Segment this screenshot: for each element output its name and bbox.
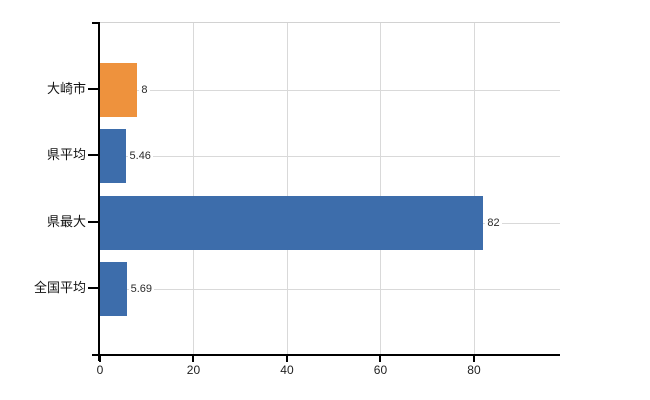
x-axis-tick bbox=[192, 356, 195, 362]
gridline-vertical bbox=[380, 23, 382, 356]
x-axis-tick bbox=[99, 356, 101, 362]
x-tick-label: 40 bbox=[280, 363, 294, 377]
gridline-vertical bbox=[286, 23, 288, 356]
bar-value-label: 5.46 bbox=[127, 149, 153, 164]
x-tick-label: 80 bbox=[467, 363, 481, 377]
gridline-horizontal bbox=[100, 90, 560, 91]
bar bbox=[100, 129, 126, 184]
y-axis-tick bbox=[88, 154, 100, 157]
x-axis-line bbox=[92, 354, 560, 356]
y-axis-line bbox=[98, 22, 100, 361]
y-axis-tick bbox=[88, 286, 100, 289]
bar bbox=[100, 195, 484, 250]
bar-value-label: 8 bbox=[139, 83, 150, 97]
x-tick-label: 20 bbox=[186, 363, 201, 377]
gridline-vertical bbox=[473, 23, 475, 356]
x-axis-tick bbox=[472, 356, 475, 362]
x-axis-tick bbox=[285, 356, 288, 362]
plot-area: 8 5.46 82 5.69 bbox=[100, 22, 560, 356]
category-label: 全国平均 bbox=[33, 279, 86, 295]
y-axis-tick bbox=[88, 88, 100, 90]
bar-value-label: 5.69 bbox=[128, 281, 155, 296]
bar bbox=[100, 63, 138, 117]
y-axis-top-tick bbox=[92, 22, 100, 24]
gridline-horizontal bbox=[100, 156, 560, 158]
x-tick-label: 60 bbox=[373, 363, 388, 377]
gridline-horizontal bbox=[100, 288, 560, 290]
y-axis-tick bbox=[88, 220, 100, 223]
category-label: 県最大 bbox=[46, 213, 86, 229]
gridline-vertical bbox=[193, 23, 195, 356]
category-label: 大崎市 bbox=[46, 81, 86, 96]
x-axis-tick bbox=[379, 356, 382, 362]
x-tick-label: 0 bbox=[96, 363, 104, 377]
category-label: 県平均 bbox=[46, 147, 86, 163]
bar-value-label: 82 bbox=[485, 215, 502, 230]
bar bbox=[100, 261, 127, 316]
